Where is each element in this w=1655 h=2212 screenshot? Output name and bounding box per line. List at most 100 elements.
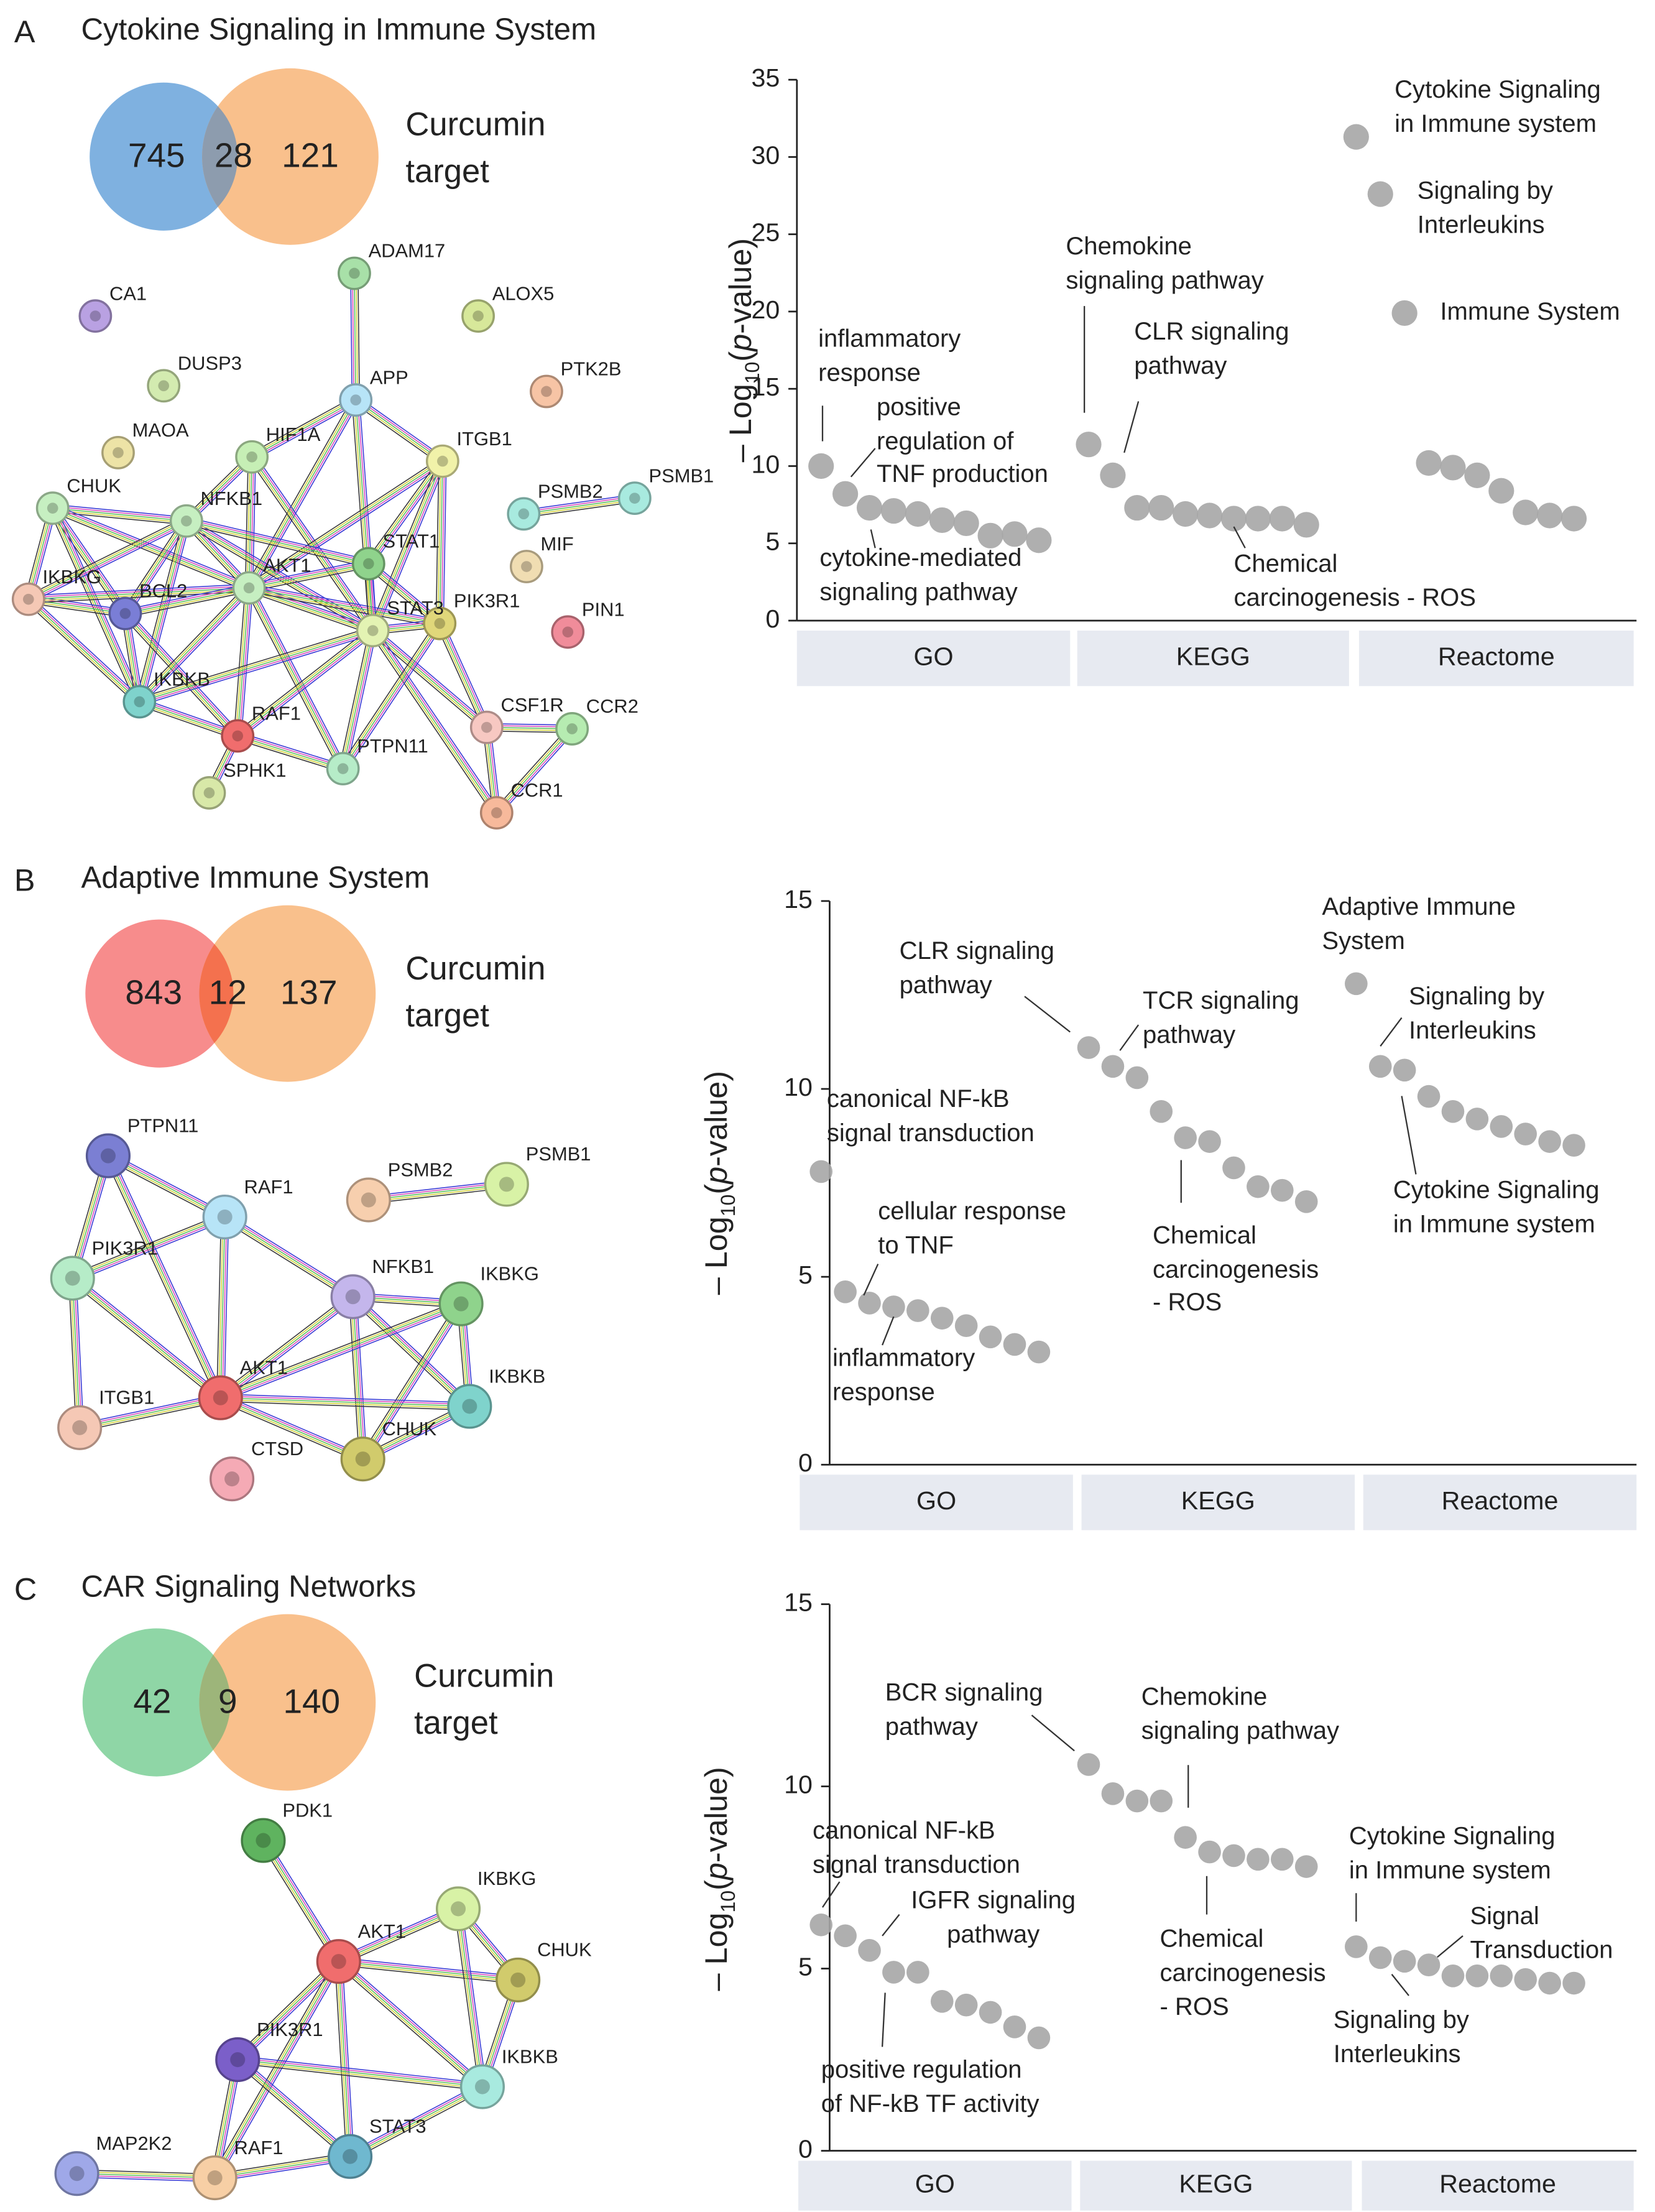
node-structure bbox=[243, 582, 255, 594]
point bbox=[979, 2001, 1002, 2024]
point bbox=[905, 501, 931, 527]
node-label: SPHK1 bbox=[223, 759, 286, 781]
node-label: NFKB1 bbox=[201, 488, 263, 509]
leader-line bbox=[822, 1881, 841, 1908]
network-node bbox=[510, 550, 543, 583]
node-structure bbox=[207, 2170, 223, 2186]
y-tick-label: 15 bbox=[784, 885, 813, 914]
network-node bbox=[351, 547, 385, 581]
network-edge bbox=[338, 1957, 519, 1984]
y-axis-label-part: p bbox=[698, 1167, 734, 1185]
network-node bbox=[551, 615, 585, 649]
point bbox=[1345, 1935, 1368, 1958]
group-label: GO bbox=[916, 1486, 956, 1515]
network-edge bbox=[348, 2083, 485, 2160]
point bbox=[1490, 1964, 1513, 1988]
point bbox=[1562, 1971, 1585, 1995]
point bbox=[930, 1990, 954, 2013]
point bbox=[858, 1938, 881, 1962]
network-edge bbox=[78, 1394, 222, 1432]
point bbox=[1174, 1826, 1197, 1849]
network-node bbox=[339, 383, 373, 417]
network-edge bbox=[51, 504, 251, 592]
annotation: Chemical bbox=[1153, 1222, 1256, 1249]
network-edge bbox=[223, 1213, 356, 1300]
network-node bbox=[50, 1256, 95, 1301]
y-axis-label-part: – Log bbox=[698, 1913, 734, 1991]
network-edge bbox=[234, 2056, 353, 2160]
node-label: AKT1 bbox=[358, 1920, 406, 1942]
venn-count: 140 bbox=[283, 1682, 340, 1720]
node-label: IKBKG bbox=[477, 1867, 536, 1889]
annotation: CLR signaling bbox=[1134, 318, 1289, 345]
network-node bbox=[11, 582, 45, 616]
network-node bbox=[328, 2134, 373, 2179]
node-label: ITGB1 bbox=[457, 428, 512, 450]
y-tick-label: 5 bbox=[765, 527, 780, 556]
point bbox=[1562, 1134, 1585, 1157]
annotation: positive regulation bbox=[821, 2056, 1022, 2083]
annotation: Transduction bbox=[1470, 1937, 1613, 1964]
annotation: carcinogenesis bbox=[1153, 1256, 1319, 1284]
venn-circle bbox=[85, 919, 234, 1068]
annotation: pathway bbox=[1134, 352, 1227, 379]
point bbox=[1393, 1950, 1416, 1973]
network-edge bbox=[218, 1293, 356, 1402]
network-node bbox=[447, 1384, 492, 1429]
point bbox=[1222, 1156, 1245, 1180]
annotation: System bbox=[1322, 927, 1405, 955]
annotation: Signaling by bbox=[1409, 983, 1544, 1010]
network-node bbox=[78, 299, 113, 333]
network-edge bbox=[249, 396, 358, 461]
network-edge bbox=[493, 726, 576, 816]
network-edge bbox=[122, 610, 241, 739]
group-box bbox=[1362, 2160, 1634, 2211]
y-tick-label: 30 bbox=[751, 141, 780, 169]
annotation: to TNF bbox=[878, 1232, 954, 1259]
annotation: in Immune system bbox=[1395, 110, 1597, 137]
annotation: TCR signaling bbox=[1143, 987, 1299, 1014]
network-edge bbox=[76, 2169, 215, 2182]
network-node bbox=[346, 1177, 391, 1223]
point bbox=[953, 510, 979, 537]
point bbox=[882, 1295, 905, 1318]
point bbox=[929, 507, 955, 534]
node-label: CHUK bbox=[537, 1939, 592, 1961]
annotation: BCR signaling bbox=[885, 1678, 1043, 1706]
point bbox=[1125, 1066, 1149, 1090]
network-edge bbox=[136, 585, 252, 705]
point bbox=[1441, 1964, 1465, 1988]
network-node bbox=[57, 1405, 103, 1450]
point bbox=[1293, 512, 1319, 538]
annotation: Cytokine Signaling bbox=[1395, 76, 1601, 103]
node-structure bbox=[217, 1210, 233, 1225]
network-node bbox=[469, 710, 504, 744]
group-label: Reactome bbox=[1442, 1486, 1559, 1515]
network-node bbox=[202, 1194, 247, 1240]
node-label: STAT1 bbox=[382, 530, 440, 552]
leader-line bbox=[1380, 1017, 1403, 1047]
annotation: Chemical bbox=[1159, 1925, 1263, 1952]
node-structure bbox=[232, 730, 244, 742]
venn-count: 9 bbox=[218, 1682, 237, 1720]
point bbox=[1247, 1848, 1270, 1871]
node-label: PSMB2 bbox=[538, 480, 603, 502]
network-node bbox=[241, 1818, 286, 1863]
node-label: IKBKB bbox=[154, 669, 210, 690]
network-node bbox=[423, 606, 457, 641]
node-structure bbox=[345, 1289, 361, 1305]
network-edge bbox=[52, 504, 187, 525]
annotation: Cytokine Signaling bbox=[1393, 1176, 1600, 1203]
venn-count: 121 bbox=[282, 136, 339, 175]
point bbox=[1026, 527, 1052, 553]
network-node bbox=[438, 1281, 484, 1326]
network-node bbox=[484, 1162, 529, 1207]
node-label: CHUK bbox=[382, 1418, 437, 1440]
annotation: - ROS bbox=[1159, 1993, 1229, 2020]
annotation: Cytokine Signaling bbox=[1349, 1823, 1556, 1850]
point bbox=[1247, 1175, 1270, 1198]
node-structure bbox=[203, 787, 215, 798]
point bbox=[808, 453, 834, 479]
node-label: PTK2B bbox=[561, 358, 622, 380]
annotation: pathway bbox=[900, 971, 992, 999]
